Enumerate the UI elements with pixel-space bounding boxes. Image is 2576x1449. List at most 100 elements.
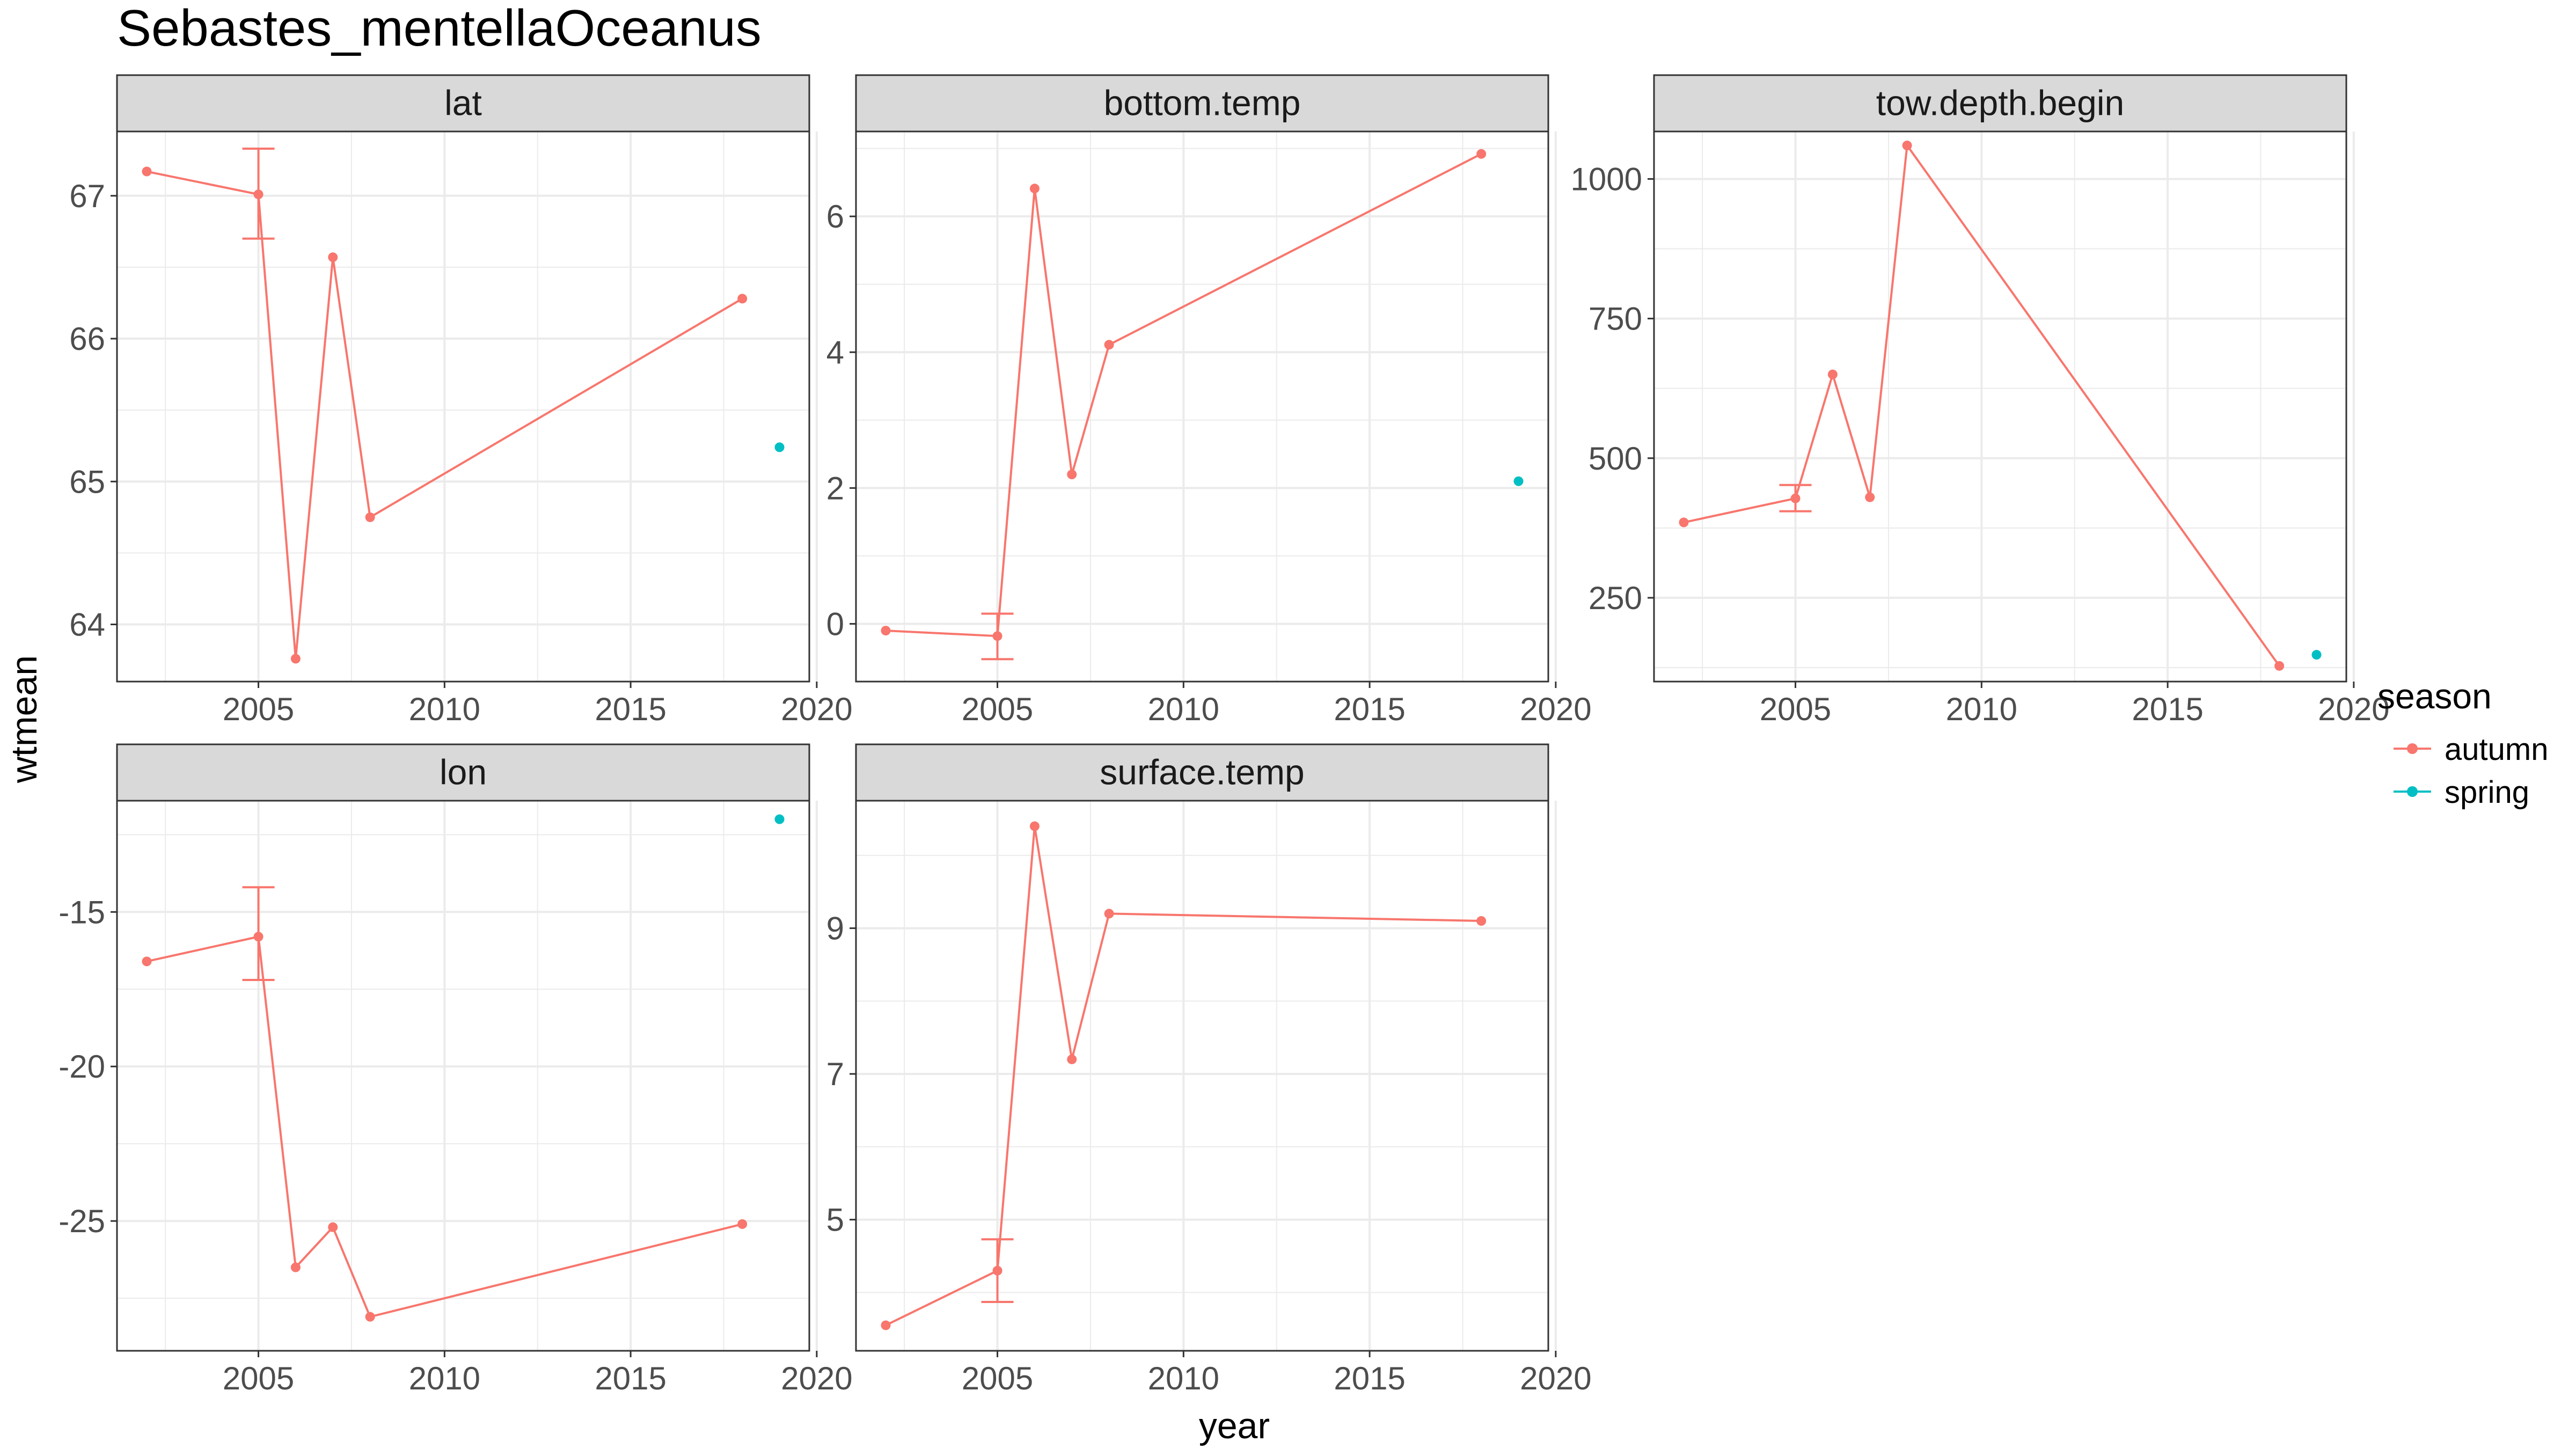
x-tick-label: 2010	[409, 691, 480, 727]
data-point-autumn	[2274, 661, 2285, 671]
facet-strip	[1653, 74, 2347, 133]
x-tick-label: 2010	[1148, 691, 1219, 727]
x-tick-label: 2020	[781, 1360, 852, 1396]
data-point-autumn	[737, 1219, 748, 1229]
panel-border	[1653, 130, 2347, 683]
data-point-autumn	[1902, 141, 1912, 151]
data-point-autumn	[1476, 149, 1487, 159]
series-line-autumn	[885, 826, 1482, 1327]
data-point-autumn	[142, 956, 152, 967]
x-axis-label: year	[1199, 1406, 1270, 1446]
y-tick-label: 9	[826, 911, 844, 947]
x-tick-label: 2015	[1334, 1360, 1405, 1396]
x-tick-label: 2010	[409, 1360, 480, 1396]
data-point-autumn	[1476, 916, 1487, 926]
panel-border	[855, 130, 1549, 683]
facet-strip	[116, 743, 810, 802]
y-tick-label: 6	[826, 199, 844, 235]
panel-background	[117, 131, 809, 682]
data-point-autumn	[253, 932, 264, 942]
data-point-autumn	[1827, 369, 1838, 379]
y-tick-label: 750	[1589, 301, 1642, 337]
legend-title: season	[2377, 676, 2492, 716]
y-tick-label: 250	[1589, 580, 1642, 616]
data-point-autumn	[1029, 821, 1040, 831]
panel-background	[1654, 131, 2346, 682]
data-point-autumn	[1067, 1054, 1077, 1064]
data-point-autumn	[992, 1265, 1002, 1276]
panel-lon: lon 2005 2010 2015 2020 -15 -20 -25	[58, 743, 853, 1396]
panel-background	[117, 801, 809, 1351]
facet-strip-label: lon	[440, 752, 487, 792]
y-tick-label: 2	[826, 470, 844, 506]
data-point-autumn	[142, 166, 152, 177]
x-tick-label: 2005	[223, 1360, 294, 1396]
x-tick-label: 2020	[1520, 1360, 1591, 1396]
x-tick-label: 2015	[595, 691, 666, 727]
data-point-autumn	[881, 1320, 891, 1330]
data-point-autumn	[881, 626, 891, 636]
panel-background	[856, 801, 1548, 1351]
facet-strip-label: tow.depth.begin	[1876, 83, 2124, 123]
data-point-autumn	[1679, 517, 1689, 528]
x-tick-label: 2020	[2318, 691, 2389, 727]
data-point-autumn	[253, 189, 264, 200]
x-tick-label: 2005	[962, 1360, 1033, 1396]
series-line-autumn	[147, 170, 743, 659]
data-point-autumn	[328, 252, 338, 262]
data-point-autumn	[365, 512, 375, 522]
data-point-spring	[2311, 650, 2322, 660]
y-tick-label: 0	[826, 606, 844, 642]
legend-label-spring: spring	[2445, 775, 2529, 810]
y-tick-label: 66	[69, 321, 105, 357]
x-tick-label: 2020	[1520, 691, 1591, 727]
data-point-autumn	[365, 1312, 375, 1322]
x-tick-label: 2015	[2132, 691, 2203, 727]
x-tick-label: 2010	[1946, 691, 2017, 727]
x-tick-label: 2005	[962, 691, 1033, 727]
legend-label-autumn: autumn	[2445, 732, 2548, 767]
y-tick-label: 64	[69, 607, 105, 643]
data-point-autumn	[737, 294, 748, 304]
data-point-autumn	[1104, 340, 1114, 350]
legend: season autumn spring	[2377, 676, 2548, 810]
y-tick-label: 4	[826, 334, 844, 370]
series-line-autumn	[147, 935, 743, 1319]
data-point-autumn	[1865, 492, 1875, 502]
data-point-autumn	[992, 631, 1002, 641]
data-point-autumn	[328, 1222, 338, 1232]
x-tick-label: 2005	[223, 691, 294, 727]
data-point-autumn	[290, 654, 301, 664]
y-tick-label: 1000	[1571, 161, 1642, 197]
facet-strip	[116, 74, 810, 133]
data-point-spring	[1513, 476, 1524, 486]
data-point-autumn	[1029, 184, 1040, 194]
facet-strip-label: lat	[444, 83, 482, 123]
series-line-autumn	[1684, 142, 2280, 667]
data-point-autumn	[290, 1262, 301, 1272]
panel-border	[855, 800, 1549, 1352]
y-tick-label: 7	[826, 1056, 844, 1092]
data-point-spring	[774, 814, 785, 824]
y-tick-label: 65	[69, 464, 105, 500]
facet-strip-label: surface.temp	[1100, 752, 1305, 792]
y-tick-label: -20	[58, 1049, 105, 1085]
panel-border	[116, 130, 810, 683]
y-tick-label: -15	[58, 894, 105, 930]
y-tick-label: 500	[1589, 441, 1642, 477]
data-point-autumn	[1790, 493, 1801, 503]
facet-strip	[855, 74, 1549, 133]
chart-title: Sebastes_mentellaOceanus	[117, 0, 762, 57]
panel-background	[856, 131, 1548, 682]
x-tick-label: 2010	[1148, 1360, 1219, 1396]
y-tick-label: -25	[58, 1203, 105, 1239]
y-tick-label: 5	[826, 1202, 844, 1238]
x-tick-label: 2015	[595, 1360, 666, 1396]
legend-key-spring-point	[2407, 786, 2418, 797]
y-axis-label: wtmean	[4, 655, 45, 784]
panel-border	[116, 800, 810, 1352]
y-tick-label: 67	[69, 178, 105, 214]
data-point-autumn	[1067, 470, 1077, 480]
